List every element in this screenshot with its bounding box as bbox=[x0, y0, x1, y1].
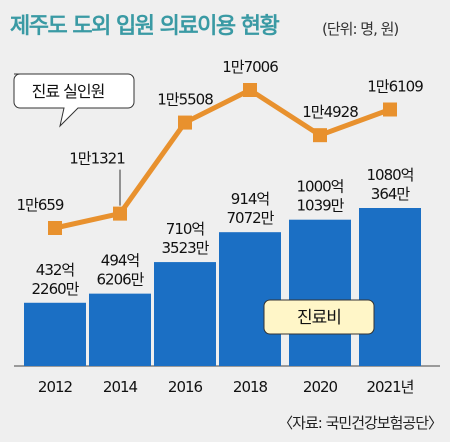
bar-label-amount-2020: 1000억 bbox=[297, 178, 344, 196]
chart-title: 제주도 도외 입원 의료이용 현황 bbox=[10, 14, 280, 39]
bar-label-sub-2018: 7072만 bbox=[227, 209, 275, 227]
x-tick-2020: 2020 bbox=[303, 378, 338, 396]
bar-2014 bbox=[89, 293, 151, 366]
bar-label-sub-2016: 3523만 bbox=[162, 239, 210, 257]
bar-2020 bbox=[289, 219, 351, 366]
x-tick-2012: 2012 bbox=[38, 378, 73, 396]
bar-2018 bbox=[219, 232, 281, 366]
bar-2012 bbox=[24, 302, 86, 366]
line-marker-2021년 bbox=[383, 102, 397, 117]
bar-label-amount-2014: 494억 bbox=[101, 252, 139, 270]
bar-label-sub-2012: 2260만 bbox=[32, 280, 80, 298]
bar-label-amount-2012: 432억 bbox=[36, 261, 74, 279]
x-tick-2014: 2014 bbox=[103, 378, 138, 396]
bar-2021년 bbox=[359, 208, 421, 366]
x-tick-2018: 2018 bbox=[233, 378, 268, 396]
line-series bbox=[54, 87, 391, 231]
line-label-2018: 1만7006 bbox=[222, 58, 278, 76]
bar-label-sub-2014: 6206만 bbox=[97, 271, 145, 289]
line-marker-2020 bbox=[313, 128, 327, 143]
bar-label-sub-2020: 1039만 bbox=[297, 197, 345, 215]
bar-2016 bbox=[154, 262, 216, 366]
bar-label-sub-2021년: 364만 bbox=[371, 185, 411, 203]
bar-label-amount-2021년: 1080억 bbox=[367, 166, 414, 184]
bar-legend-box bbox=[263, 299, 375, 335]
source-note: 〈자료: 국민건강보험공단〉 bbox=[278, 414, 443, 432]
bar-label-amount-2016: 710억 bbox=[166, 220, 204, 238]
line-marker-2012 bbox=[48, 221, 62, 235]
line-label-2012: 1만659 bbox=[17, 196, 64, 214]
line-marker-2014 bbox=[113, 206, 127, 221]
line-label-2016: 1만5508 bbox=[157, 91, 213, 109]
line-marker-2018 bbox=[243, 83, 257, 97]
unit-label: (단위: 명, 원) bbox=[322, 20, 399, 38]
line-legend-bubble bbox=[13, 73, 135, 128]
line-label-2020: 1만4928 bbox=[302, 103, 358, 121]
line-legend-label: 진료 실인원 bbox=[32, 82, 105, 101]
x-tick-2016: 2016 bbox=[168, 378, 203, 396]
line-marker-2016 bbox=[178, 115, 192, 130]
line-label-2014: 1만1321 bbox=[69, 150, 125, 168]
x-tick-2021년: 2021년 bbox=[367, 378, 414, 396]
bar-label-amount-2018: 914억 bbox=[231, 190, 269, 208]
bar-legend-label: 진료비 bbox=[297, 308, 341, 328]
line-label-2021년: 1만6109 bbox=[367, 78, 423, 96]
